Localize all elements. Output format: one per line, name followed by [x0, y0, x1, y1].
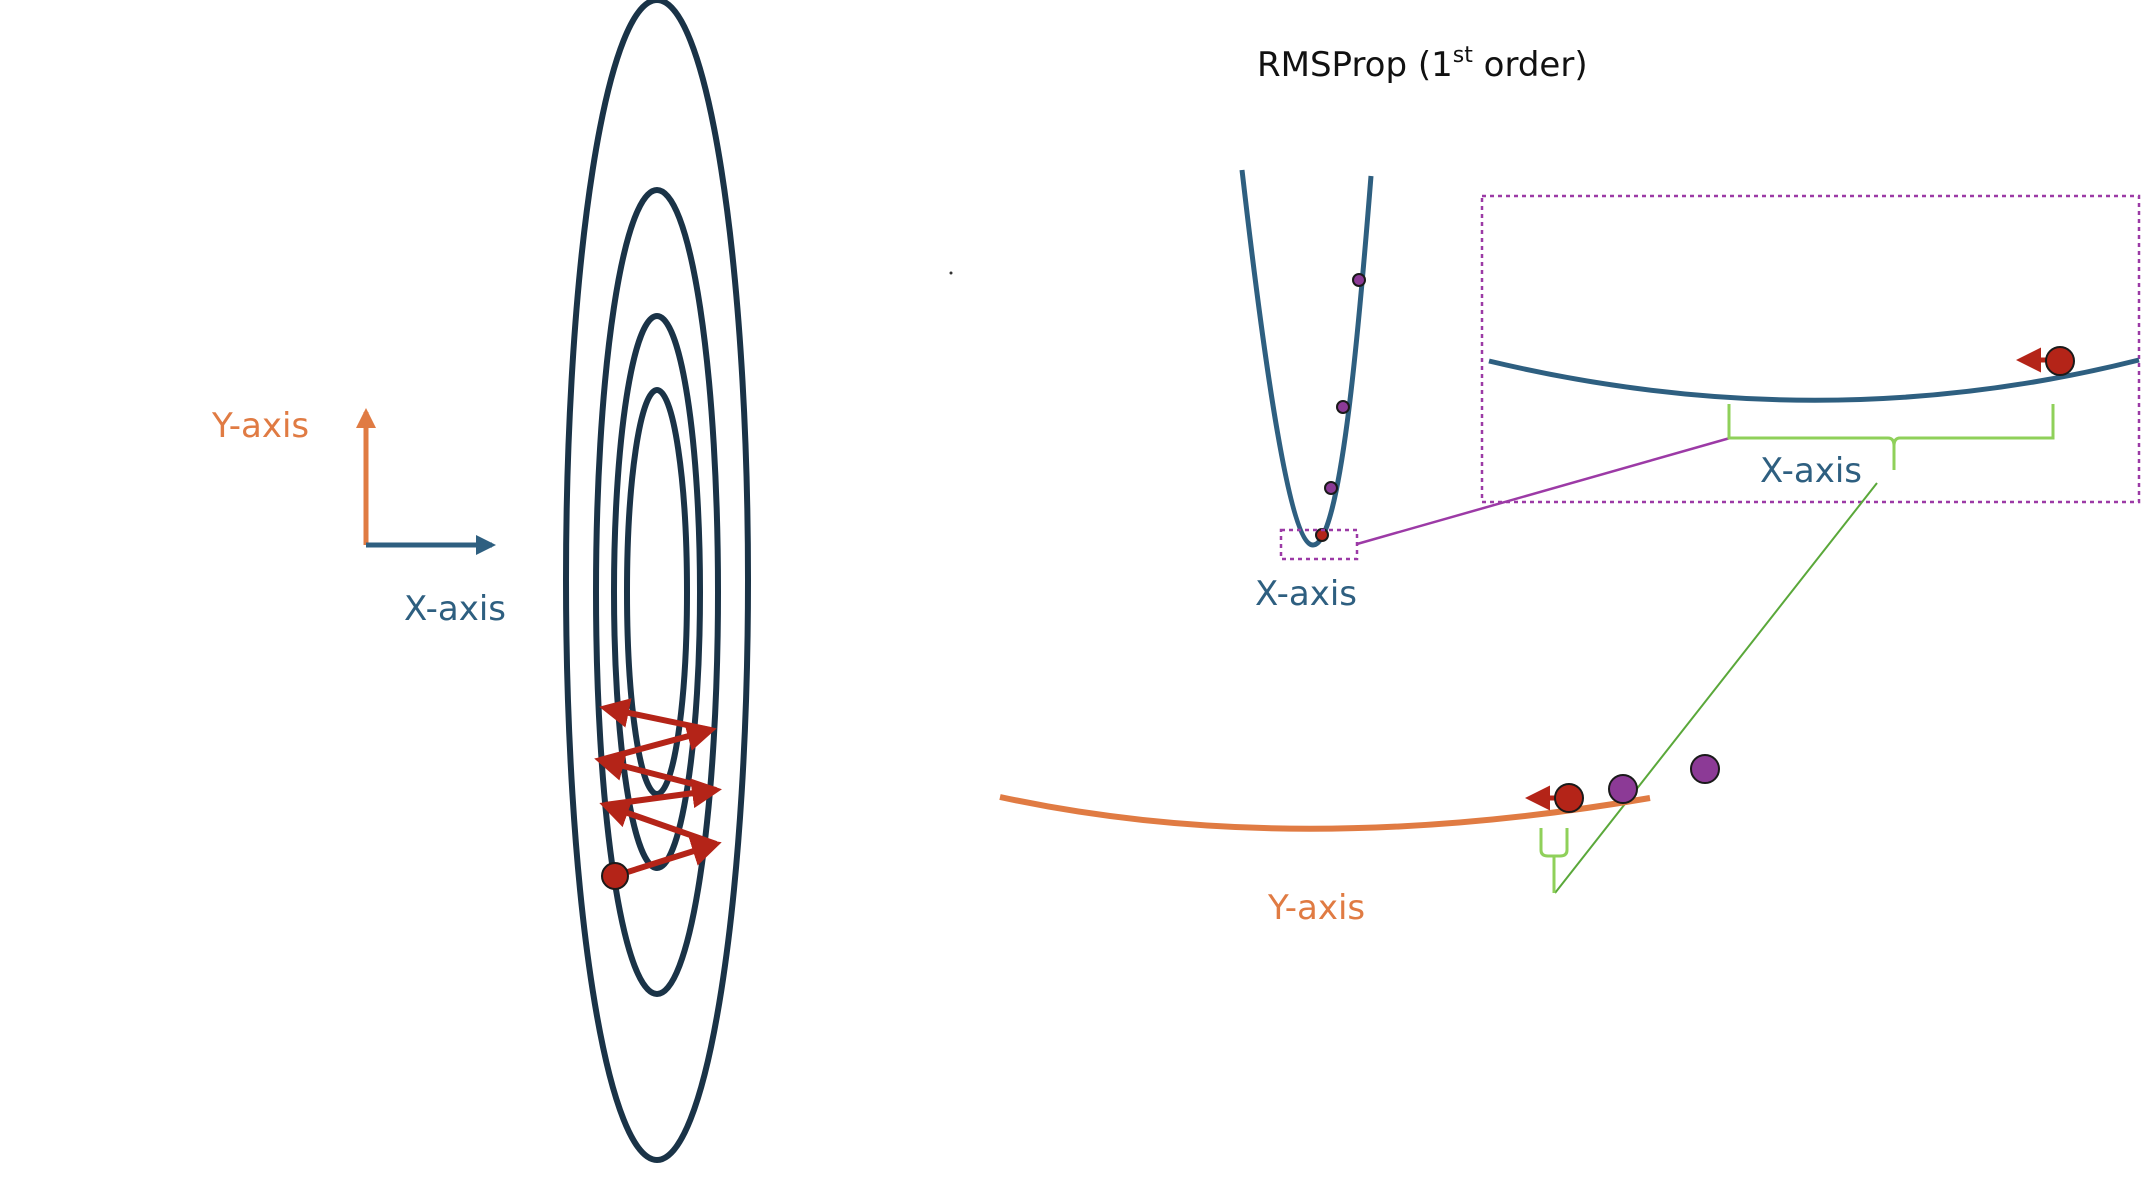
x-parabola-points	[1315, 273, 1366, 542]
zoom-ball-icon	[2045, 346, 2075, 376]
contour-ellipses	[563, 0, 751, 1163]
x-axis-legend-label: X-axis	[404, 589, 506, 629]
x-parabola-label: X-axis	[1255, 574, 1357, 614]
point-icon	[1336, 400, 1350, 414]
purple-point-icon	[1690, 754, 1720, 784]
y-curve-label: Y-axis	[1267, 888, 1365, 928]
contour-ellipse	[563, 0, 751, 1163]
contour-ellipse	[611, 313, 703, 871]
zoom-x-label: X-axis	[1760, 451, 1862, 491]
purple-point-icon	[1608, 774, 1638, 804]
axis-legend: Y-axis X-axis	[211, 406, 506, 629]
zoomed-x-curve	[1488, 357, 2140, 403]
x-brace-icon	[1727, 404, 2055, 470]
y-axis-curve	[999, 794, 1651, 832]
zoom-box	[1480, 194, 2141, 504]
y-brace-icon	[1539, 828, 1569, 893]
contour-ellipse	[624, 387, 690, 797]
zoom-connector	[1356, 436, 1731, 546]
x-axis-parabola	[1239, 169, 1374, 548]
y-ball-icon	[1554, 783, 1584, 813]
diagram-title: RMSProp (1st order)	[1257, 43, 1588, 85]
zoom-source-box	[1279, 528, 1359, 561]
point-icon	[1324, 481, 1338, 495]
step-size-connector	[1554, 482, 1878, 894]
start-ball-icon	[601, 862, 629, 890]
y-axis-legend-label: Y-axis	[211, 406, 309, 446]
zigzag-arrow-path	[594, 698, 722, 879]
stray-dot	[949, 271, 953, 275]
point-icon	[1352, 273, 1366, 287]
contour-ellipse	[593, 187, 721, 997]
